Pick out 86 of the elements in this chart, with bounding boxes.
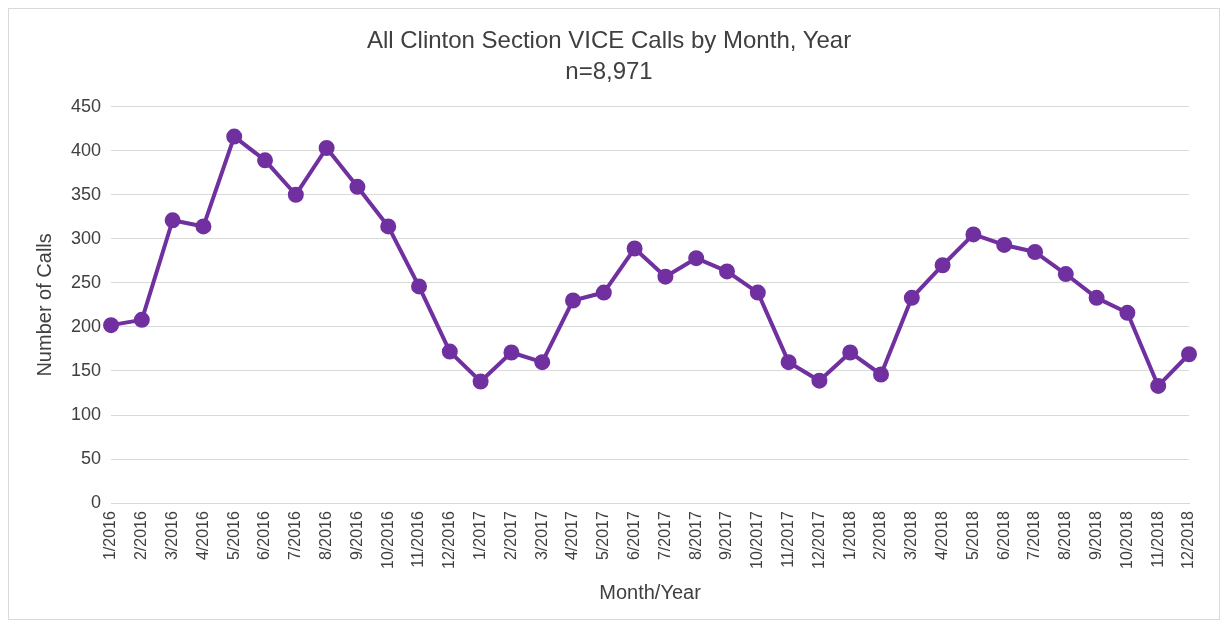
point	[1181, 346, 1197, 363]
x-tick-label: 12/2017	[809, 511, 827, 570]
point	[441, 343, 458, 360]
x-tick-label: 1/2017	[471, 511, 489, 561]
chart-title: All Clinton Section VICE Calls by Month, Year	[366, 26, 852, 54]
point	[688, 250, 705, 267]
x-tick-label: 2/2017	[501, 511, 519, 561]
x-tick-label: 8/2018	[1056, 511, 1074, 561]
x-tick-label: 7/2017	[655, 511, 673, 561]
x-tick-label: 11/2016	[409, 511, 427, 568]
point	[903, 289, 920, 306]
y-tick-label: 0	[91, 492, 102, 513]
x-tick-label: 6/2018	[994, 511, 1012, 561]
y-tick-label: 50	[81, 448, 102, 469]
point	[318, 140, 335, 157]
y-tick-label: 350	[70, 183, 102, 204]
x-tick-label: 9/2017	[717, 511, 735, 561]
x-tick-label: 4/2017	[563, 511, 581, 561]
x-tick-label: 5/2018	[963, 511, 981, 561]
x-tick-label: 12/2016	[440, 511, 458, 570]
x-tick-label: 6/2017	[625, 511, 643, 561]
x-tick-label: 4/2018	[933, 511, 951, 561]
y-tick-label: 450	[70, 95, 102, 116]
x-tick-label: 11/2018	[1148, 511, 1166, 568]
x-tick-label: 5/2016	[224, 511, 242, 561]
point	[195, 218, 212, 235]
x-tick-label: 10/2016	[378, 511, 396, 570]
point	[1150, 377, 1167, 394]
x-tick-label: 3/2016	[163, 511, 181, 561]
point	[287, 186, 304, 203]
point	[534, 354, 551, 371]
y-tick-label: 400	[70, 139, 102, 160]
y-axis-title: Number of Calls	[32, 233, 55, 377]
point	[503, 344, 520, 361]
x-tick-label: 3/2018	[902, 511, 920, 561]
x-tick-label: 3/2017	[532, 511, 550, 561]
x-tick-label: 4/2016	[193, 511, 211, 561]
y-tick-label: 250	[70, 271, 102, 292]
point	[996, 236, 1013, 253]
point	[626, 240, 643, 257]
point	[133, 311, 150, 328]
point	[780, 354, 797, 371]
point	[1027, 244, 1044, 261]
point	[657, 268, 674, 285]
point	[965, 226, 982, 243]
x-tick-label: 1/2018	[840, 511, 858, 561]
y-tick-label: 100	[70, 404, 102, 425]
x-tick-label: 6/2016	[255, 511, 273, 561]
point	[842, 344, 859, 361]
point	[873, 366, 890, 383]
x-tick-label: 7/2018	[1025, 511, 1043, 561]
x-tick-label: 10/2017	[748, 511, 766, 570]
x-tick-label: 8/2017	[686, 511, 704, 561]
x-tick-label: 5/2017	[594, 511, 612, 561]
x-tick-label: 12/2018	[1179, 511, 1197, 570]
point	[472, 373, 489, 390]
point	[565, 292, 582, 309]
point	[164, 212, 181, 229]
point	[226, 128, 243, 145]
x-tick-label: 10/2018	[1117, 511, 1135, 570]
point	[719, 263, 736, 280]
point	[811, 372, 828, 389]
x-tick-label: 11/2017	[779, 511, 797, 568]
y-tick-label: 200	[70, 315, 102, 336]
x-tick-label: 2/2018	[871, 511, 889, 561]
point	[1088, 289, 1105, 306]
x-tick-label: 9/2016	[347, 511, 365, 561]
x-tick-label: 2/2016	[132, 511, 150, 561]
x-tick-label: 9/2018	[1087, 511, 1105, 561]
y-tick-label: 300	[70, 227, 102, 248]
x-axis-title: Month/Year	[599, 580, 702, 603]
point	[380, 218, 397, 235]
x-tick-label: 8/2016	[317, 511, 335, 561]
point	[103, 317, 120, 334]
x-tick-label: 7/2016	[286, 511, 304, 561]
y-tick-label: 150	[70, 359, 102, 380]
point	[1057, 266, 1074, 283]
point	[1119, 304, 1136, 321]
point	[595, 284, 612, 301]
point	[257, 152, 274, 169]
chart-subtitle: n=8,971	[565, 56, 653, 84]
point	[411, 278, 428, 295]
point	[349, 178, 366, 195]
point	[749, 284, 766, 301]
point	[934, 257, 951, 274]
x-tick-label: 1/2016	[101, 511, 119, 561]
